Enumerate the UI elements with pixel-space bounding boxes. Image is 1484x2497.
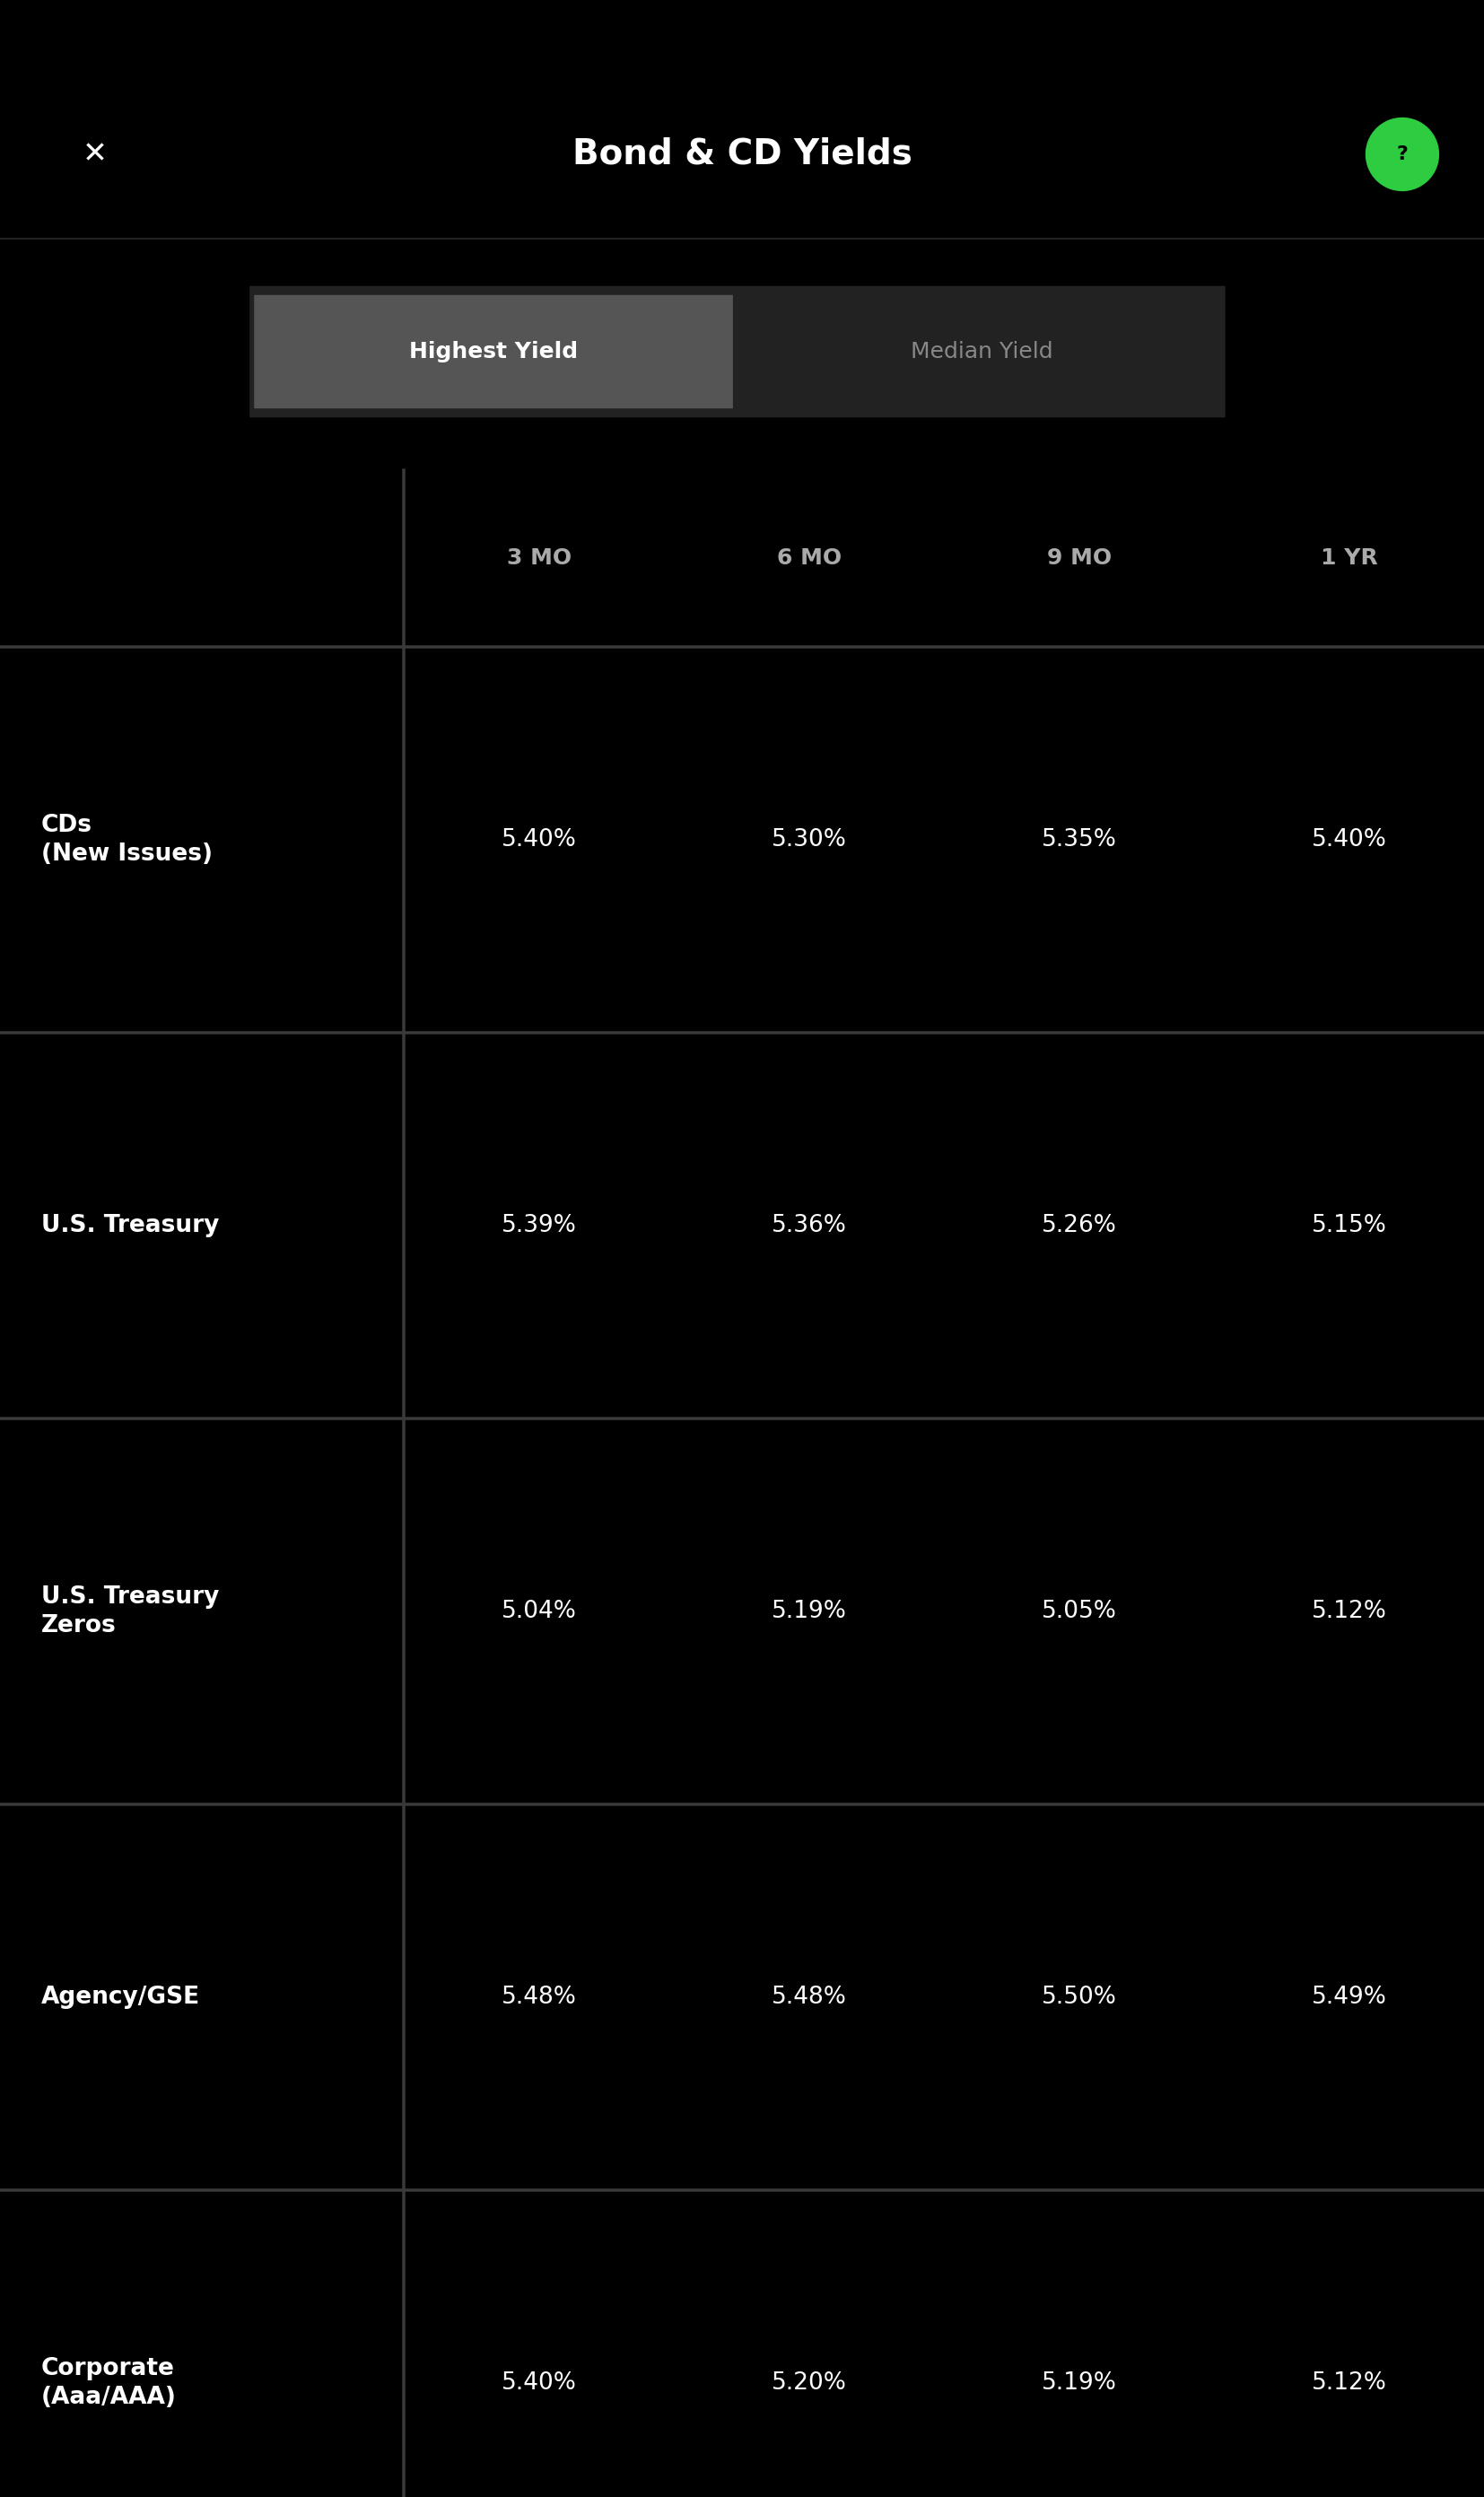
Text: 5.36%: 5.36% bbox=[772, 1214, 846, 1236]
Circle shape bbox=[1365, 117, 1438, 190]
Text: 6 MO: 6 MO bbox=[776, 547, 841, 569]
FancyBboxPatch shape bbox=[249, 287, 1226, 417]
Text: CDs
(New Issues): CDs (New Issues) bbox=[42, 814, 212, 866]
Text: U.S. Treasury: U.S. Treasury bbox=[42, 1214, 218, 1236]
Text: 9 MO: 9 MO bbox=[1046, 547, 1112, 569]
Text: Bond & CD Yields: Bond & CD Yields bbox=[571, 137, 913, 172]
Text: 5.15%: 5.15% bbox=[1312, 1214, 1386, 1236]
Text: ✕: ✕ bbox=[83, 140, 108, 170]
Text: 5.40%: 5.40% bbox=[1312, 829, 1386, 851]
Text: 5.48%: 5.48% bbox=[502, 1985, 577, 2008]
Text: 5.40%: 5.40% bbox=[502, 2372, 577, 2395]
Text: Highest Yield: Highest Yield bbox=[410, 342, 577, 362]
Text: 5.04%: 5.04% bbox=[502, 1601, 577, 1623]
Text: 5.12%: 5.12% bbox=[1312, 2372, 1386, 2395]
Text: 5.19%: 5.19% bbox=[772, 1601, 846, 1623]
Text: 5.50%: 5.50% bbox=[1042, 1985, 1116, 2008]
Text: 5.30%: 5.30% bbox=[772, 829, 846, 851]
Text: 5.35%: 5.35% bbox=[1042, 829, 1116, 851]
Text: Corporate
(Aaa/AAA): Corporate (Aaa/AAA) bbox=[42, 2357, 177, 2410]
Text: Agency/GSE: Agency/GSE bbox=[42, 1985, 200, 2008]
Text: 5.05%: 5.05% bbox=[1042, 1601, 1116, 1623]
Text: 5.20%: 5.20% bbox=[772, 2372, 846, 2395]
Text: 5.48%: 5.48% bbox=[772, 1985, 846, 2008]
Text: Median Yield: Median Yield bbox=[910, 342, 1052, 362]
FancyBboxPatch shape bbox=[254, 295, 733, 410]
Text: 3 MO: 3 MO bbox=[506, 547, 571, 569]
Text: ?: ? bbox=[1396, 145, 1408, 162]
Text: 5.40%: 5.40% bbox=[502, 829, 577, 851]
Text: U.S. Treasury
Zeros: U.S. Treasury Zeros bbox=[42, 1586, 218, 1638]
Text: 1 YR: 1 YR bbox=[1321, 547, 1377, 569]
Text: 5.39%: 5.39% bbox=[502, 1214, 577, 1236]
Text: 5.26%: 5.26% bbox=[1042, 1214, 1116, 1236]
Text: 5.19%: 5.19% bbox=[1042, 2372, 1116, 2395]
Text: 5.49%: 5.49% bbox=[1312, 1985, 1386, 2008]
Text: 5.12%: 5.12% bbox=[1312, 1601, 1386, 1623]
